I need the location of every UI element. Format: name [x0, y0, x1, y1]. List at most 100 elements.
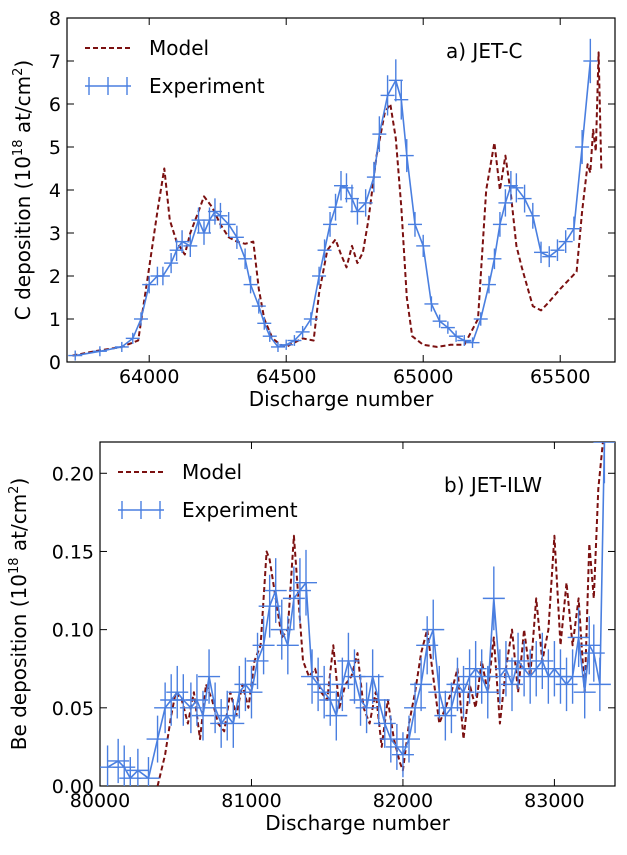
experiment-point	[372, 116, 387, 152]
experiment-point	[543, 641, 566, 697]
experiment-point	[243, 275, 258, 294]
experiment-point	[440, 321, 455, 334]
experiment-point	[179, 682, 202, 734]
experiment-point	[213, 202, 228, 229]
plot-area	[68, 38, 603, 361]
experiment-point	[142, 275, 157, 294]
y-tick-label: 4	[49, 180, 61, 202]
experiment-point	[270, 341, 285, 352]
experiment-point	[503, 170, 518, 201]
experiment-point	[501, 657, 523, 712]
experiment-point	[488, 649, 511, 704]
experiment-point	[107, 738, 130, 784]
experiment-point	[262, 330, 277, 342]
experiment-point	[295, 549, 317, 616]
x-tick-label: 80000	[70, 790, 130, 812]
experiment-point	[319, 674, 342, 726]
experiment-line	[75, 60, 592, 357]
experiment-point	[166, 665, 189, 719]
y-axis-label-close: )	[11, 60, 35, 68]
panel-jet-ilw: 80000 81000 82000 83000 0.00 0.05 0.10 0.15 0.20…	[7, 441, 616, 835]
y-axis-label: Be deposition (1018 at/cm2)	[7, 478, 31, 751]
experiment-point	[204, 682, 227, 734]
experiment-point	[137, 757, 160, 786]
experiment-point	[313, 665, 336, 719]
y-axis-label-unit-exponent: 2	[7, 486, 22, 494]
experiment-point	[399, 139, 414, 173]
experiment-point	[251, 298, 266, 314]
experiment-point	[593, 442, 615, 484]
experiment-point	[133, 312, 148, 326]
experiment-point	[92, 346, 107, 357]
experiment-point	[388, 59, 403, 102]
experiment-point	[440, 682, 463, 734]
y-axis-label-unit: at/cm	[11, 76, 35, 140]
model-line	[156, 442, 604, 786]
experiment-point	[183, 234, 198, 257]
experiment-point	[394, 79, 409, 120]
experiment-point	[258, 574, 281, 638]
y-tick-label: 7	[49, 51, 61, 73]
experiment-point	[525, 202, 540, 229]
experiment-point	[542, 246, 557, 268]
experiment-point	[307, 657, 330, 712]
experiment-point	[301, 649, 324, 704]
experiment-point	[238, 248, 253, 270]
experiment-point	[555, 657, 578, 712]
model-line	[72, 51, 603, 357]
y-axis-label-text: Be deposition (10	[7, 574, 31, 750]
experiment-point	[350, 198, 365, 225]
experiment-point	[154, 682, 177, 734]
y-axis-label-exponent: 18	[11, 140, 26, 157]
experiment-point	[337, 632, 360, 690]
experiment-point	[257, 316, 272, 330]
experiment-point	[279, 339, 294, 350]
experiment-point	[175, 230, 190, 253]
experiment-point	[567, 607, 590, 668]
x-tick-label: 64000	[119, 366, 179, 388]
experiment-point	[449, 330, 464, 342]
experiment-point	[221, 212, 236, 237]
experiment-point	[169, 239, 184, 262]
y-tick-label: 2	[49, 266, 61, 288]
experiment-point	[452, 665, 475, 719]
experiment-point	[334, 170, 348, 201]
experiment-point	[229, 225, 244, 249]
experiment-point	[558, 230, 573, 253]
experiment-point	[385, 723, 408, 770]
y-tick-label: 6	[49, 94, 61, 116]
y-tick-label: 0.20	[52, 463, 94, 485]
experiment-point	[192, 690, 214, 741]
experiment-point	[550, 239, 565, 262]
experiment-point	[509, 173, 524, 203]
plot-area	[100, 442, 615, 786]
experiment-point	[434, 690, 457, 741]
experiment-point	[361, 649, 384, 704]
legend-experiment-label: Experiment	[182, 498, 298, 522]
experiment-point	[198, 649, 221, 704]
y-tick-label: 5	[49, 137, 61, 159]
experiment-point	[380, 75, 395, 116]
experiment-point	[531, 632, 554, 690]
experiment-point	[317, 239, 332, 262]
experiment-point	[507, 632, 530, 690]
experiment-point	[407, 212, 422, 237]
experiment-point	[355, 682, 378, 734]
experiment-point	[312, 266, 327, 286]
x-axis-label: Discharge number	[249, 387, 434, 411]
y-axis-label-unit-exponent: 2	[11, 68, 26, 76]
legend: Model Experiment	[118, 460, 298, 522]
experiment-point	[288, 558, 311, 623]
experiment-point	[164, 253, 179, 274]
experiment-point	[561, 649, 584, 704]
experiment-point	[323, 212, 338, 237]
experiment-point	[126, 748, 149, 786]
experiment-point	[534, 241, 549, 264]
experiment-point	[113, 745, 136, 786]
panel-label: b) JET-ILW	[444, 473, 542, 497]
experiment-point	[446, 657, 469, 712]
y-axis-label-text: C deposition (10	[11, 156, 35, 320]
experiment-point	[114, 341, 129, 352]
experiment-point	[270, 599, 293, 660]
experiment-point	[487, 248, 502, 270]
